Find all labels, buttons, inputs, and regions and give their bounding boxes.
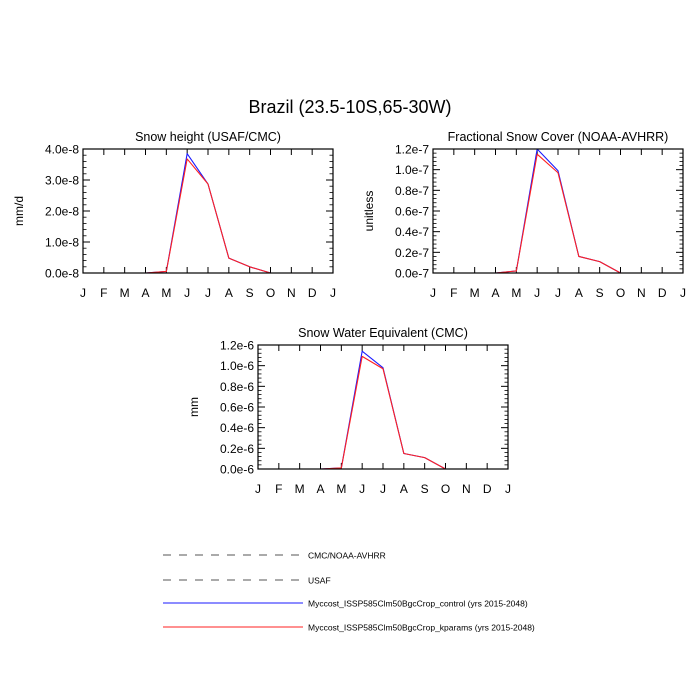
x-tick-label: O [266,286,275,300]
x-tick-label: N [287,286,296,300]
legend-label-4: Myccost_ISSP585Clm50BgcCrop_kparams (yrs… [308,623,535,633]
x-tick-label: A [575,286,583,300]
x-tick-label: S [421,482,429,496]
y-axis-label: mm [187,397,201,417]
panel-title: Snow height (USAF/CMC) [135,130,281,144]
x-tick-label: F [100,286,107,300]
x-tick-label: M [161,286,171,300]
legend-label-1: CMC/NOAA-AVHRR [308,551,386,561]
y-tick-label: 0.2e-6 [220,442,254,456]
x-tick-label: D [483,482,492,496]
y-tick-label: 3.0e-8 [45,174,79,188]
x-tick-label: F [450,286,457,300]
panel-title: Fractional Snow Cover (NOAA-AVHRR) [448,130,669,144]
x-tick-label: O [441,482,450,496]
plot-frame [257,344,509,470]
x-tick-label: A [316,482,324,496]
x-tick-label: A [141,286,149,300]
y-tick-label: 0.2e-7 [395,246,429,260]
y-tick-label: 0.0e-8 [45,267,79,281]
panel-snow-height: Snow height (USAF/CMC)mm/dJ F M A M J J A S O N D J0… [12,130,336,300]
y-tick-label: 0.6e-7 [395,205,429,219]
x-tick-label: D [658,286,667,300]
y-tick-label: 0.0e-7 [395,267,429,281]
x-tick-label: M [470,286,480,300]
x-tick-label: J [359,482,365,496]
y-tick-label: 0.8e-6 [220,380,254,394]
x-tick-label: J [555,286,561,300]
y-tick-label: 1.0e-8 [45,236,79,250]
figure-title: Brazil (23.5-10S,65-30W) [248,97,451,117]
series-line-0bgccrop-kparams-yrs-2015-2048 [258,355,508,470]
x-tick-label: A [400,482,408,496]
y-tick-label: 1.0e-7 [395,163,429,177]
x-tick-label: J [680,286,686,300]
x-tick-label: F [275,482,282,496]
x-tick-label: S [596,286,604,300]
y-tick-label: 0.6e-6 [220,401,254,415]
x-tick-label: J [255,482,261,496]
x-tick-label: A [491,286,499,300]
panel-fractional-snow-cover: Fractional Snow Cover (NOAA-AVHRR) unitle… [362,130,686,300]
y-tick-label: 4.0e-8 [45,143,79,157]
legend-label-3: Myccost_ISSP585Clm50BgcCrop_control (yrs… [308,599,528,609]
series-line-0bgccrop-kparams-yrs-2015-2048 [83,158,333,274]
y-tick-label: 1.2e-7 [395,143,429,157]
plot-frame [432,148,684,274]
x-tick-label: M [120,286,130,300]
x-tick-label: J [205,286,211,300]
plot-frame [82,148,334,274]
x-tick-label: N [462,482,471,496]
x-tick-label: N [637,286,646,300]
x-tick-label: J [80,286,86,300]
series-line-0bgccrop-control-yrs-2015-2048 [83,153,333,274]
panel-snow-water-equivalent: Snow Water Equivalent (CMC)mmJ F M A M J J A S O N… [187,326,511,496]
y-tick-label: 2.0e-8 [45,205,79,219]
legend: CMC/NOAA-AVHRR USAF Myccost_ISSP585Clm50Bg… [163,551,535,633]
x-tick-label: D [308,286,317,300]
series-line-0bgccrop-control-yrs-2015-2048 [433,148,683,274]
x-tick-label: J [330,286,336,300]
legend-label-2: USAF [308,576,331,586]
y-axis-label: unitless [362,191,376,232]
x-tick-label: J [430,286,436,300]
y-tick-label: 0.8e-7 [395,184,429,198]
y-tick-label: 1.2e-6 [220,339,254,353]
x-tick-label: A [225,286,233,300]
x-tick-label: M [295,482,305,496]
x-tick-label: J [505,482,511,496]
x-tick-label: J [184,286,190,300]
y-tick-label: 0.4e-6 [220,421,254,435]
y-axis-label: mm/d [12,196,26,226]
x-tick-label: S [246,286,254,300]
x-tick-label: M [511,286,521,300]
y-tick-label: 0.4e-7 [395,225,429,239]
x-tick-label: O [616,286,625,300]
y-tick-label: 0.0e-6 [220,463,254,477]
panel-title: Snow Water Equivalent (CMC) [298,326,468,340]
x-tick-label: J [534,286,540,300]
x-tick-label: M [336,482,346,496]
y-tick-label: 1.0e-6 [220,359,254,373]
x-tick-label: J [380,482,386,496]
